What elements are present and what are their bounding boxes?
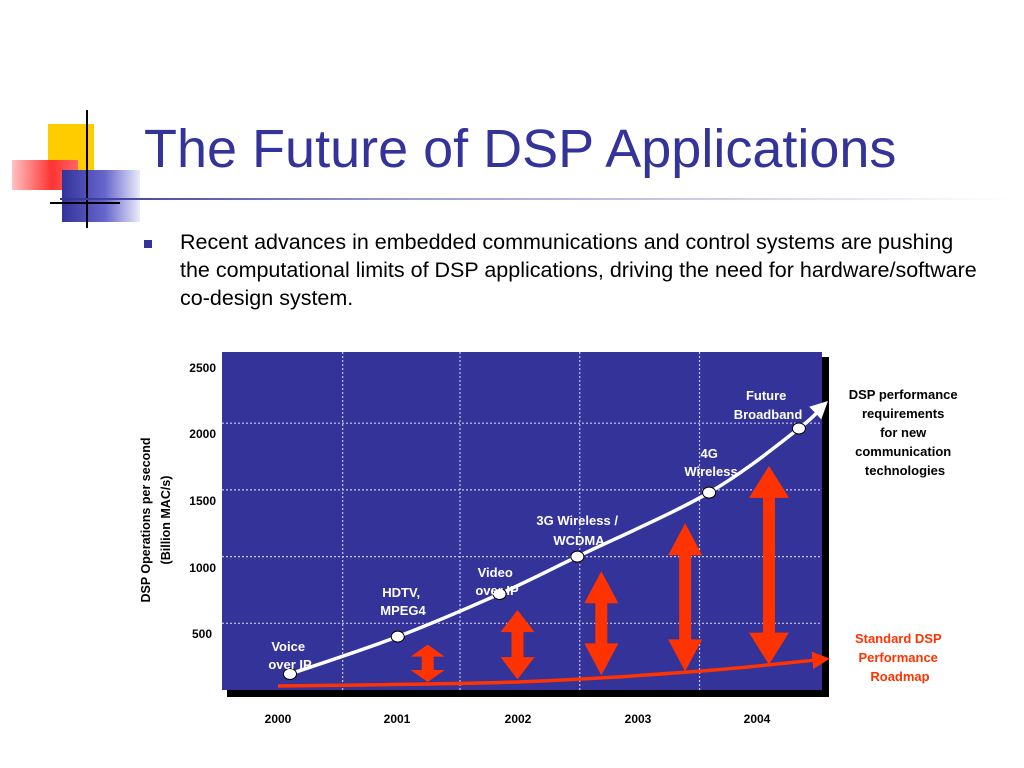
decor-vertical-line bbox=[86, 110, 88, 228]
x-axis-ticks: 2000 2001 2002 2003 2004 bbox=[265, 712, 771, 726]
gap-arrow bbox=[410, 644, 445, 682]
grid bbox=[222, 352, 822, 690]
svg-text:Standard DSP Performance: Standard DSP Performance Roadmap bbox=[855, 631, 945, 684]
svg-text:DSP Operations per second: DSP Operations per second bbox=[139, 437, 153, 602]
standard-dsp-roadmap bbox=[277, 651, 830, 688]
decor-blue-block bbox=[62, 170, 140, 222]
gap-arrow bbox=[500, 609, 535, 680]
y-tick-label: 1000 bbox=[189, 561, 216, 575]
gap-arrow bbox=[584, 571, 619, 676]
annotation-dsp-requirements: DSP performance requirements for new com… bbox=[849, 387, 961, 478]
x-tick-label: 2002 bbox=[505, 712, 532, 726]
standard-roadmap-line bbox=[277, 651, 830, 688]
gap-arrow bbox=[668, 523, 703, 672]
point-labels: Voice over IP HDTV, MPEG4 Video over IP … bbox=[268, 388, 802, 672]
data-point bbox=[702, 486, 717, 499]
data-point bbox=[570, 550, 585, 563]
data-point bbox=[282, 667, 297, 680]
decor-horizontal-line bbox=[50, 202, 120, 204]
y-axis-ticks: 2500 2000 1500 1000 500 bbox=[189, 361, 216, 641]
dsp-requirements-curve bbox=[282, 401, 828, 680]
gap-arrow bbox=[748, 465, 789, 665]
bullet-marker bbox=[144, 240, 152, 248]
label-voice-over-ip: Voice over IP bbox=[268, 639, 312, 672]
gap-arrows bbox=[410, 465, 789, 682]
x-tick-label: 2000 bbox=[265, 712, 292, 726]
y-axis-label: DSP Operations per second (Billion MAC/s… bbox=[139, 437, 173, 602]
slide-title: The Future of DSP Applications bbox=[144, 119, 897, 179]
data-point bbox=[390, 630, 405, 643]
label-hdtv-mpeg4: HDTV, MPEG4 bbox=[380, 585, 426, 618]
annotation-standard-roadmap: Standard DSP Performance Roadmap bbox=[855, 631, 945, 684]
svg-text:(Billion MAC/s): (Billion MAC/s) bbox=[159, 476, 173, 565]
x-tick-label: 2003 bbox=[625, 712, 652, 726]
title-underline bbox=[60, 198, 1010, 200]
x-tick-label: 2004 bbox=[744, 712, 771, 726]
data-point bbox=[492, 587, 507, 600]
bullet-text: Recent advances in embedded communicatio… bbox=[180, 230, 977, 310]
label-4g-wireless: 4G Wireless bbox=[684, 446, 737, 479]
svg-text:DSP performance requirem: DSP performance requirements for new com… bbox=[849, 387, 961, 478]
label-video-over-ip: Video over IP bbox=[475, 565, 519, 598]
y-tick-label: 500 bbox=[192, 627, 212, 641]
label-3g-wireless: 3G Wireless / WCDMA bbox=[536, 513, 621, 548]
y-tick-label: 2500 bbox=[189, 361, 216, 375]
label-future-broadband: Future Broadband bbox=[734, 388, 803, 422]
y-tick-label: 1500 bbox=[189, 494, 216, 508]
y-tick-label: 2000 bbox=[189, 427, 216, 441]
x-tick-label: 2001 bbox=[384, 712, 411, 726]
data-point bbox=[791, 422, 806, 435]
